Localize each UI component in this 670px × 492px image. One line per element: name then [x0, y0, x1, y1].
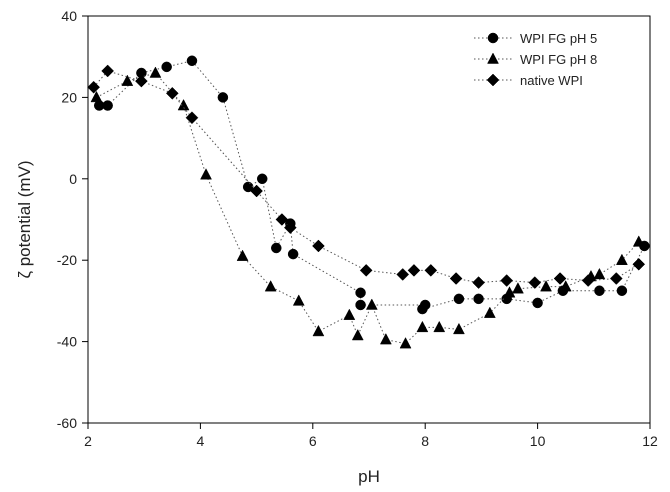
data-point: [396, 268, 410, 281]
plot-area: [87, 15, 651, 424]
data-point: [177, 99, 190, 111]
data-point: [553, 272, 567, 285]
data-point: [379, 333, 392, 345]
x-axis: 2 4 6 8 10 12: [84, 423, 658, 449]
y-tick-label: 40: [61, 8, 77, 24]
legend-entry: WPI FG pH 8: [474, 52, 597, 67]
data-point: [102, 100, 113, 111]
legend-marker: [486, 73, 500, 87]
legend-entry: native WPI: [474, 73, 583, 88]
data-point: [250, 184, 263, 198]
data-point: [135, 74, 148, 88]
data-point: [615, 253, 628, 265]
legend-entry: WPI FG pH 5: [474, 31, 597, 46]
data-point: [256, 173, 268, 185]
x-tick-label: 10: [530, 433, 546, 449]
series-layer: [87, 55, 650, 349]
x-tick-label: 12: [642, 433, 658, 449]
x-axis-title: pH: [358, 467, 380, 486]
data-point: [512, 282, 524, 294]
series-line: [96, 72, 640, 345]
x-tick-label: 6: [309, 433, 317, 449]
data-point: [532, 297, 543, 309]
data-point: [292, 294, 305, 306]
data-point: [312, 324, 325, 337]
data-point: [161, 61, 172, 73]
legend: WPI FG pH 5 WPI FG pH 8 native WPI: [474, 31, 597, 88]
data-point: [355, 299, 366, 311]
data-point: [528, 276, 542, 289]
data-point: [312, 239, 325, 253]
data-point: [165, 86, 179, 100]
legend-marker: [487, 32, 499, 44]
data-point: [407, 264, 421, 277]
series-diamond: [87, 64, 646, 289]
data-point: [242, 181, 254, 193]
data-point: [185, 111, 199, 125]
plot-frame: [87, 15, 651, 424]
data-point: [359, 264, 373, 277]
data-point: [453, 293, 465, 305]
series-circle: [93, 55, 650, 315]
data-point: [609, 272, 623, 285]
data-point: [417, 303, 428, 315]
data-point: [433, 320, 446, 333]
data-point: [90, 90, 103, 103]
legend-label: WPI FG pH 8: [520, 52, 597, 67]
data-point: [351, 328, 364, 341]
data-point: [121, 74, 134, 86]
series-triangle: [90, 66, 645, 349]
data-point: [275, 213, 289, 226]
data-point: [540, 280, 552, 292]
x-tick-label: 8: [421, 433, 429, 449]
data-point: [616, 285, 628, 296]
data-point: [632, 257, 646, 271]
y-tick-label: -40: [57, 334, 77, 350]
data-point: [453, 322, 465, 335]
data-point: [632, 235, 645, 247]
data-point: [236, 249, 249, 261]
data-point: [483, 306, 496, 318]
data-point: [594, 285, 605, 296]
series-line: [93, 70, 640, 284]
data-point: [581, 274, 595, 287]
y-axis-title: ζ potential (mV): [15, 160, 34, 278]
data-point: [87, 80, 100, 94]
data-point: [343, 308, 356, 320]
data-point: [149, 66, 162, 78]
data-point: [217, 92, 229, 103]
y-tick-label: -20: [57, 252, 77, 268]
data-point: [186, 55, 198, 67]
data-point: [472, 276, 485, 289]
y-tick-label: 0: [69, 171, 77, 187]
data-point: [283, 221, 297, 234]
y-axis: -60 -40 -20 0 20 40: [57, 8, 88, 431]
data-point: [449, 272, 463, 285]
legend-label: WPI FG pH 5: [520, 31, 597, 46]
data-point: [559, 280, 572, 292]
legend-label: native WPI: [520, 73, 583, 88]
data-point: [503, 286, 516, 298]
data-point: [416, 320, 429, 333]
legend-marker: [487, 52, 499, 64]
x-tick-label: 4: [197, 433, 205, 449]
data-point: [424, 264, 438, 277]
data-point: [355, 287, 366, 299]
data-point: [200, 168, 212, 180]
data-point: [399, 337, 412, 349]
y-tick-label: 20: [61, 89, 77, 105]
data-point: [473, 293, 484, 305]
data-point: [593, 267, 606, 280]
data-point: [287, 248, 299, 260]
data-point: [101, 64, 115, 78]
data-point: [271, 242, 282, 254]
x-tick-label: 2: [84, 433, 92, 449]
data-point: [264, 280, 277, 292]
data-point: [365, 298, 378, 310]
data-point: [500, 274, 514, 287]
series-line: [99, 60, 645, 310]
y-tick-label: -60: [57, 415, 77, 431]
